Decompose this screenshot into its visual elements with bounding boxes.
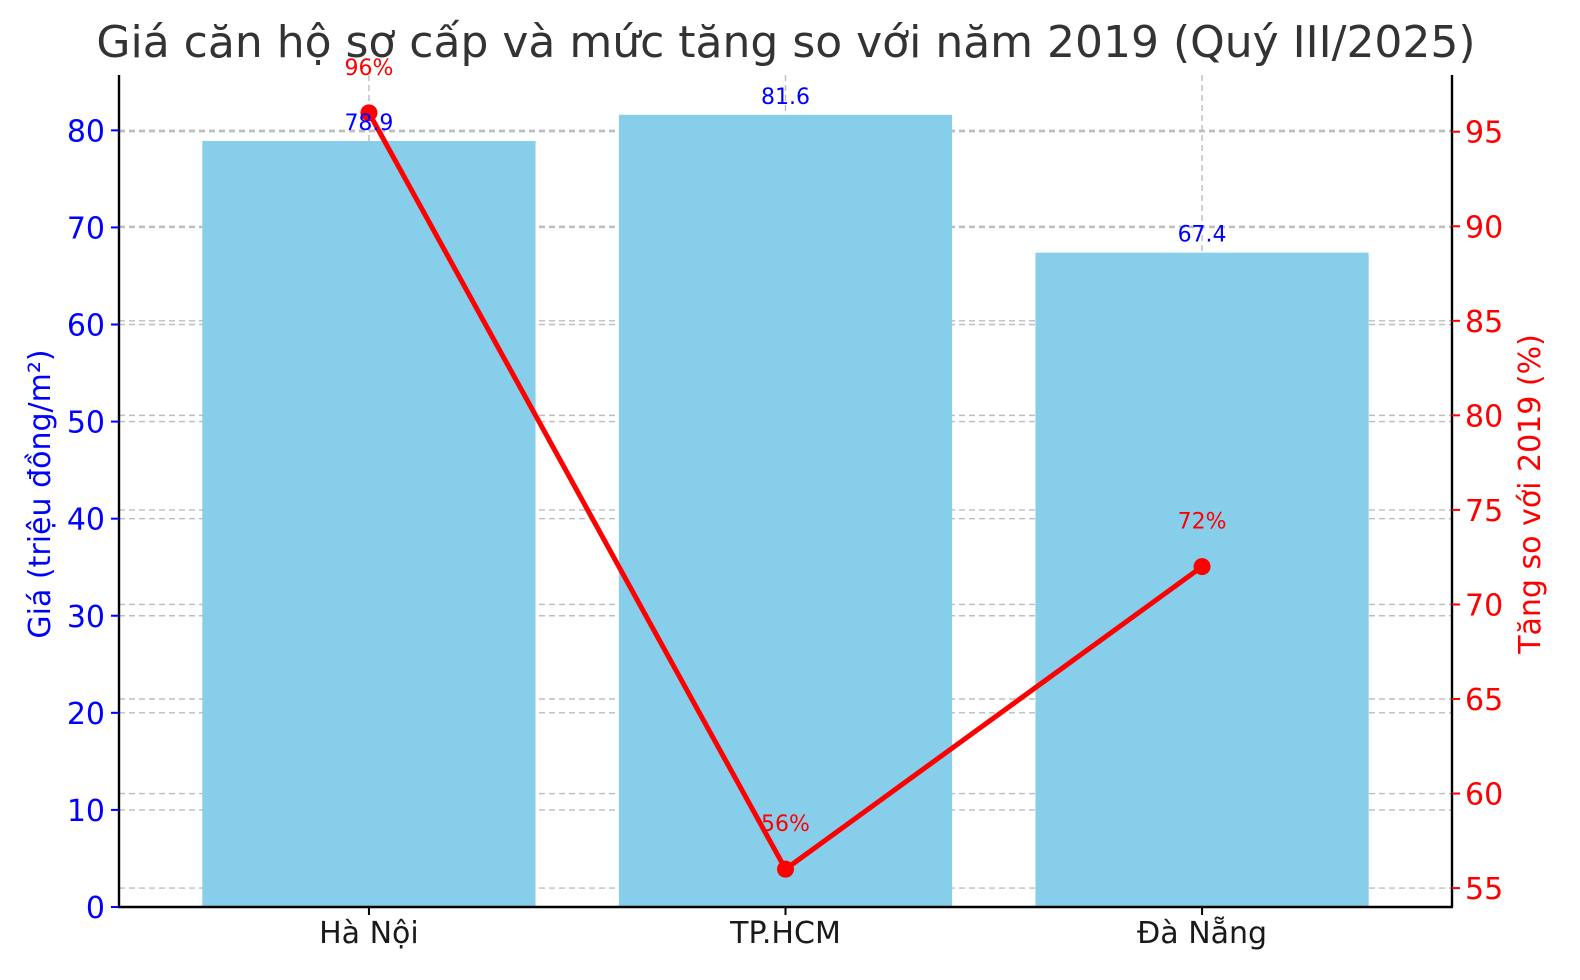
axes: 0 10 20 30 40 50 60 70 80 55 60 65 70 75 80 85 90 95 Hà Nộ…: [67, 75, 1503, 951]
y-tick-label-right: 85: [1465, 305, 1503, 340]
y-tick-label-left: 40: [67, 503, 105, 538]
y-tick-label-right: 70: [1465, 588, 1503, 623]
line-value-label: 56%: [761, 812, 810, 837]
y-tick-label-left: 60: [67, 309, 105, 344]
y-tick-label-left: 20: [67, 697, 105, 732]
y-tick-label-left: 10: [67, 794, 105, 829]
bar: [202, 141, 536, 907]
bar: [618, 114, 953, 908]
bar: [1035, 252, 1369, 907]
y-tick-label-left: 0: [86, 891, 105, 926]
y-tick-label-right: 75: [1465, 494, 1503, 529]
line-value-label: 96%: [344, 56, 393, 81]
bars: [202, 114, 1369, 908]
y-tick-label-right: 80: [1465, 399, 1503, 434]
y-axis-label-left: Giá (triệu đồng/m²): [23, 349, 58, 638]
x-tick-label: TP.HCM: [729, 916, 841, 951]
y-tick-label-right: 95: [1465, 116, 1503, 151]
line-point: [1193, 558, 1211, 576]
bar-value-label: 78.9: [344, 111, 393, 136]
chart-title: Giá căn hộ sơ cấp và mức tăng so với năm…: [96, 17, 1475, 68]
line-series: [360, 104, 1211, 878]
y-tick-label-right: 55: [1465, 872, 1503, 907]
y-tick-label-left: 50: [67, 406, 105, 441]
y-tick-label-left: 80: [67, 114, 105, 149]
line-value-label: 72%: [1178, 510, 1227, 535]
y-tick-label-right: 65: [1465, 683, 1503, 718]
bar-value-label: 67.4: [1178, 223, 1227, 248]
line-point: [360, 104, 378, 122]
bar-value-label: 81.6: [761, 85, 810, 110]
x-tick-label: Đà Nẵng: [1137, 916, 1267, 951]
y-tick-label-left: 30: [67, 600, 105, 635]
y-tick-label-right: 60: [1465, 778, 1503, 813]
x-tick-label: Hà Nội: [319, 916, 419, 951]
y-tick-label-left: 70: [67, 211, 105, 246]
line-point: [777, 860, 794, 878]
data-labels: 78.9 81.6 67.4 96% 56% 72%: [344, 56, 1226, 837]
y-axis-label-right: Tăng so với 2019 (%): [1513, 334, 1548, 655]
y-tick-label-right: 90: [1465, 210, 1503, 245]
